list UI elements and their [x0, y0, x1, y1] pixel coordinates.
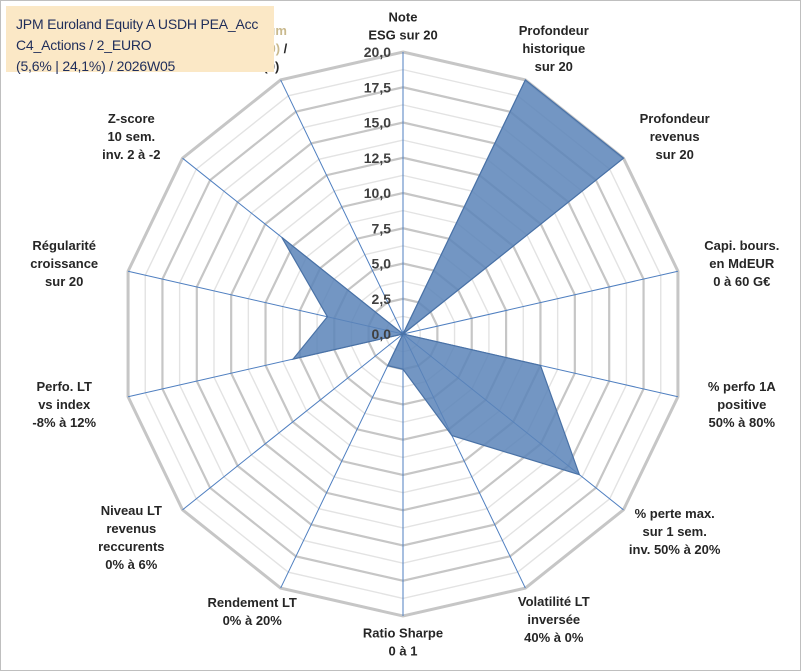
tick-label: 17,5 — [364, 79, 391, 95]
axis-label-line: 0% à 6% — [105, 557, 157, 572]
axis-label-line: positive — [717, 397, 766, 412]
axis-label-line: 40% à 0% — [524, 630, 584, 645]
axis-label-line: Profondeur — [519, 23, 589, 38]
series-layer — [281, 78, 625, 476]
tick-label: 2,5 — [372, 291, 392, 307]
axis-label-line: vs index — [38, 397, 91, 412]
axis-label-line: Note — [389, 10, 418, 25]
axis-label-7: Ratio Sharpe 0 à 1 — [363, 626, 443, 659]
axis-label-line: Profondeur — [640, 111, 710, 126]
tick-label: 7,5 — [372, 220, 392, 236]
axis-label-line: 50% à 80% — [709, 415, 776, 430]
axis-label-12: Z-score 10 sem. inv. 2 à -2 — [102, 111, 160, 162]
title-line-2: C4_Actions / 2_EURO — [16, 37, 152, 53]
axis-label-line: sur 1 sem. — [643, 524, 707, 539]
axis-label-line: Niveau LT — [101, 503, 162, 518]
axis-label-line: sur 20 — [656, 147, 694, 162]
axis-label-line: Perfo. LT — [37, 379, 92, 394]
spoke-line — [182, 333, 404, 511]
axis-label-line: en MdEUR — [709, 256, 775, 271]
axis-label-10: Perfo. LT vs index -8% à 12% — [32, 379, 96, 430]
title-line-3: (5,6% | 24,1%) / 2026W05 — [16, 58, 176, 74]
axis-label-line: % perte max. — [635, 506, 715, 521]
tick-label: 15,0 — [364, 115, 391, 131]
axis-label-4: % perfo 1A positive 50% à 80% — [708, 379, 777, 430]
axis-label-line: Régularité — [32, 238, 96, 253]
axis-label-1: Profondeur historique sur 20 — [519, 23, 589, 74]
axis-label-line: Capi. bours. — [704, 238, 779, 253]
axis-label-line: inversée — [527, 612, 580, 627]
tick-label: 10,0 — [364, 185, 391, 201]
axis-label-line: reccurents — [98, 539, 164, 554]
axis-label-line: inv. 50% à 20% — [629, 542, 721, 557]
axis-label-line: inv. 2 à -2 — [102, 147, 160, 162]
axis-label-5: % perte max. sur 1 sem. inv. 50% à 20% — [629, 506, 721, 557]
axis-label-9: Niveau LT revenus reccurents 0% à 6% — [98, 503, 164, 572]
axis-label-line: 0 à 60 G€ — [713, 274, 770, 289]
spoke-line — [280, 79, 404, 335]
tick-label: 0,0 — [372, 326, 392, 342]
axis-label-highlight-suffix: / — [280, 41, 288, 56]
spoke-line — [402, 270, 679, 335]
axis-label-line: sur 20 — [45, 274, 83, 289]
axis-label-8: Rendement LT 0% à 20% — [208, 595, 297, 628]
axis-label-0: Note ESG sur 20 — [368, 10, 437, 43]
axis-label-line: Rendement LT — [208, 595, 297, 610]
axis-label-line: Z-score — [108, 111, 155, 126]
axis-label-2: Profondeur revenus sur 20 — [640, 111, 710, 162]
axis-label-3: Capi. bours. en MdEUR 0 à 60 G€ — [704, 238, 779, 289]
axis-label-line: 10 sem. — [107, 129, 155, 144]
tick-label: 12,5 — [364, 150, 391, 166]
axis-label-line: sur 20 — [535, 59, 573, 74]
axis-label-line: -8% à 12% — [32, 415, 96, 430]
axis-label-6: Volatilité LT inversée 40% à 0% — [518, 594, 590, 645]
axis-label-line: 0% à 20% — [223, 613, 283, 628]
chart-title: JPM Euroland Equity A USDH PEA_Acc C4_Ac… — [6, 6, 274, 74]
axis-label-line: ESG sur 20 — [368, 28, 437, 43]
axis-label-11: Régularité croissance sur 20 — [30, 238, 98, 289]
tick-label: 5,0 — [372, 256, 392, 272]
axis-label-line: croissance — [30, 256, 98, 271]
axis-label-line: revenus — [106, 521, 156, 536]
axis-label-line: 0 à 1 — [389, 644, 418, 659]
axis-label-line: Ratio Sharpe — [363, 626, 443, 641]
tick-layer: 0,0 2,5 5,0 7,5 10,0 12,5 15,0 17,5 20,0 — [364, 44, 391, 342]
axis-label-line: revenus — [650, 129, 700, 144]
series-area — [281, 78, 625, 476]
axis-label-line: % perfo 1A — [708, 379, 777, 394]
spoke-line — [280, 333, 404, 589]
tick-label: 20,0 — [364, 44, 391, 60]
title-line-1: JPM Euroland Equity A USDH PEA_Acc — [16, 16, 259, 32]
axis-label-line: Volatilité LT — [518, 594, 590, 609]
axis-label-line: historique — [522, 41, 585, 56]
